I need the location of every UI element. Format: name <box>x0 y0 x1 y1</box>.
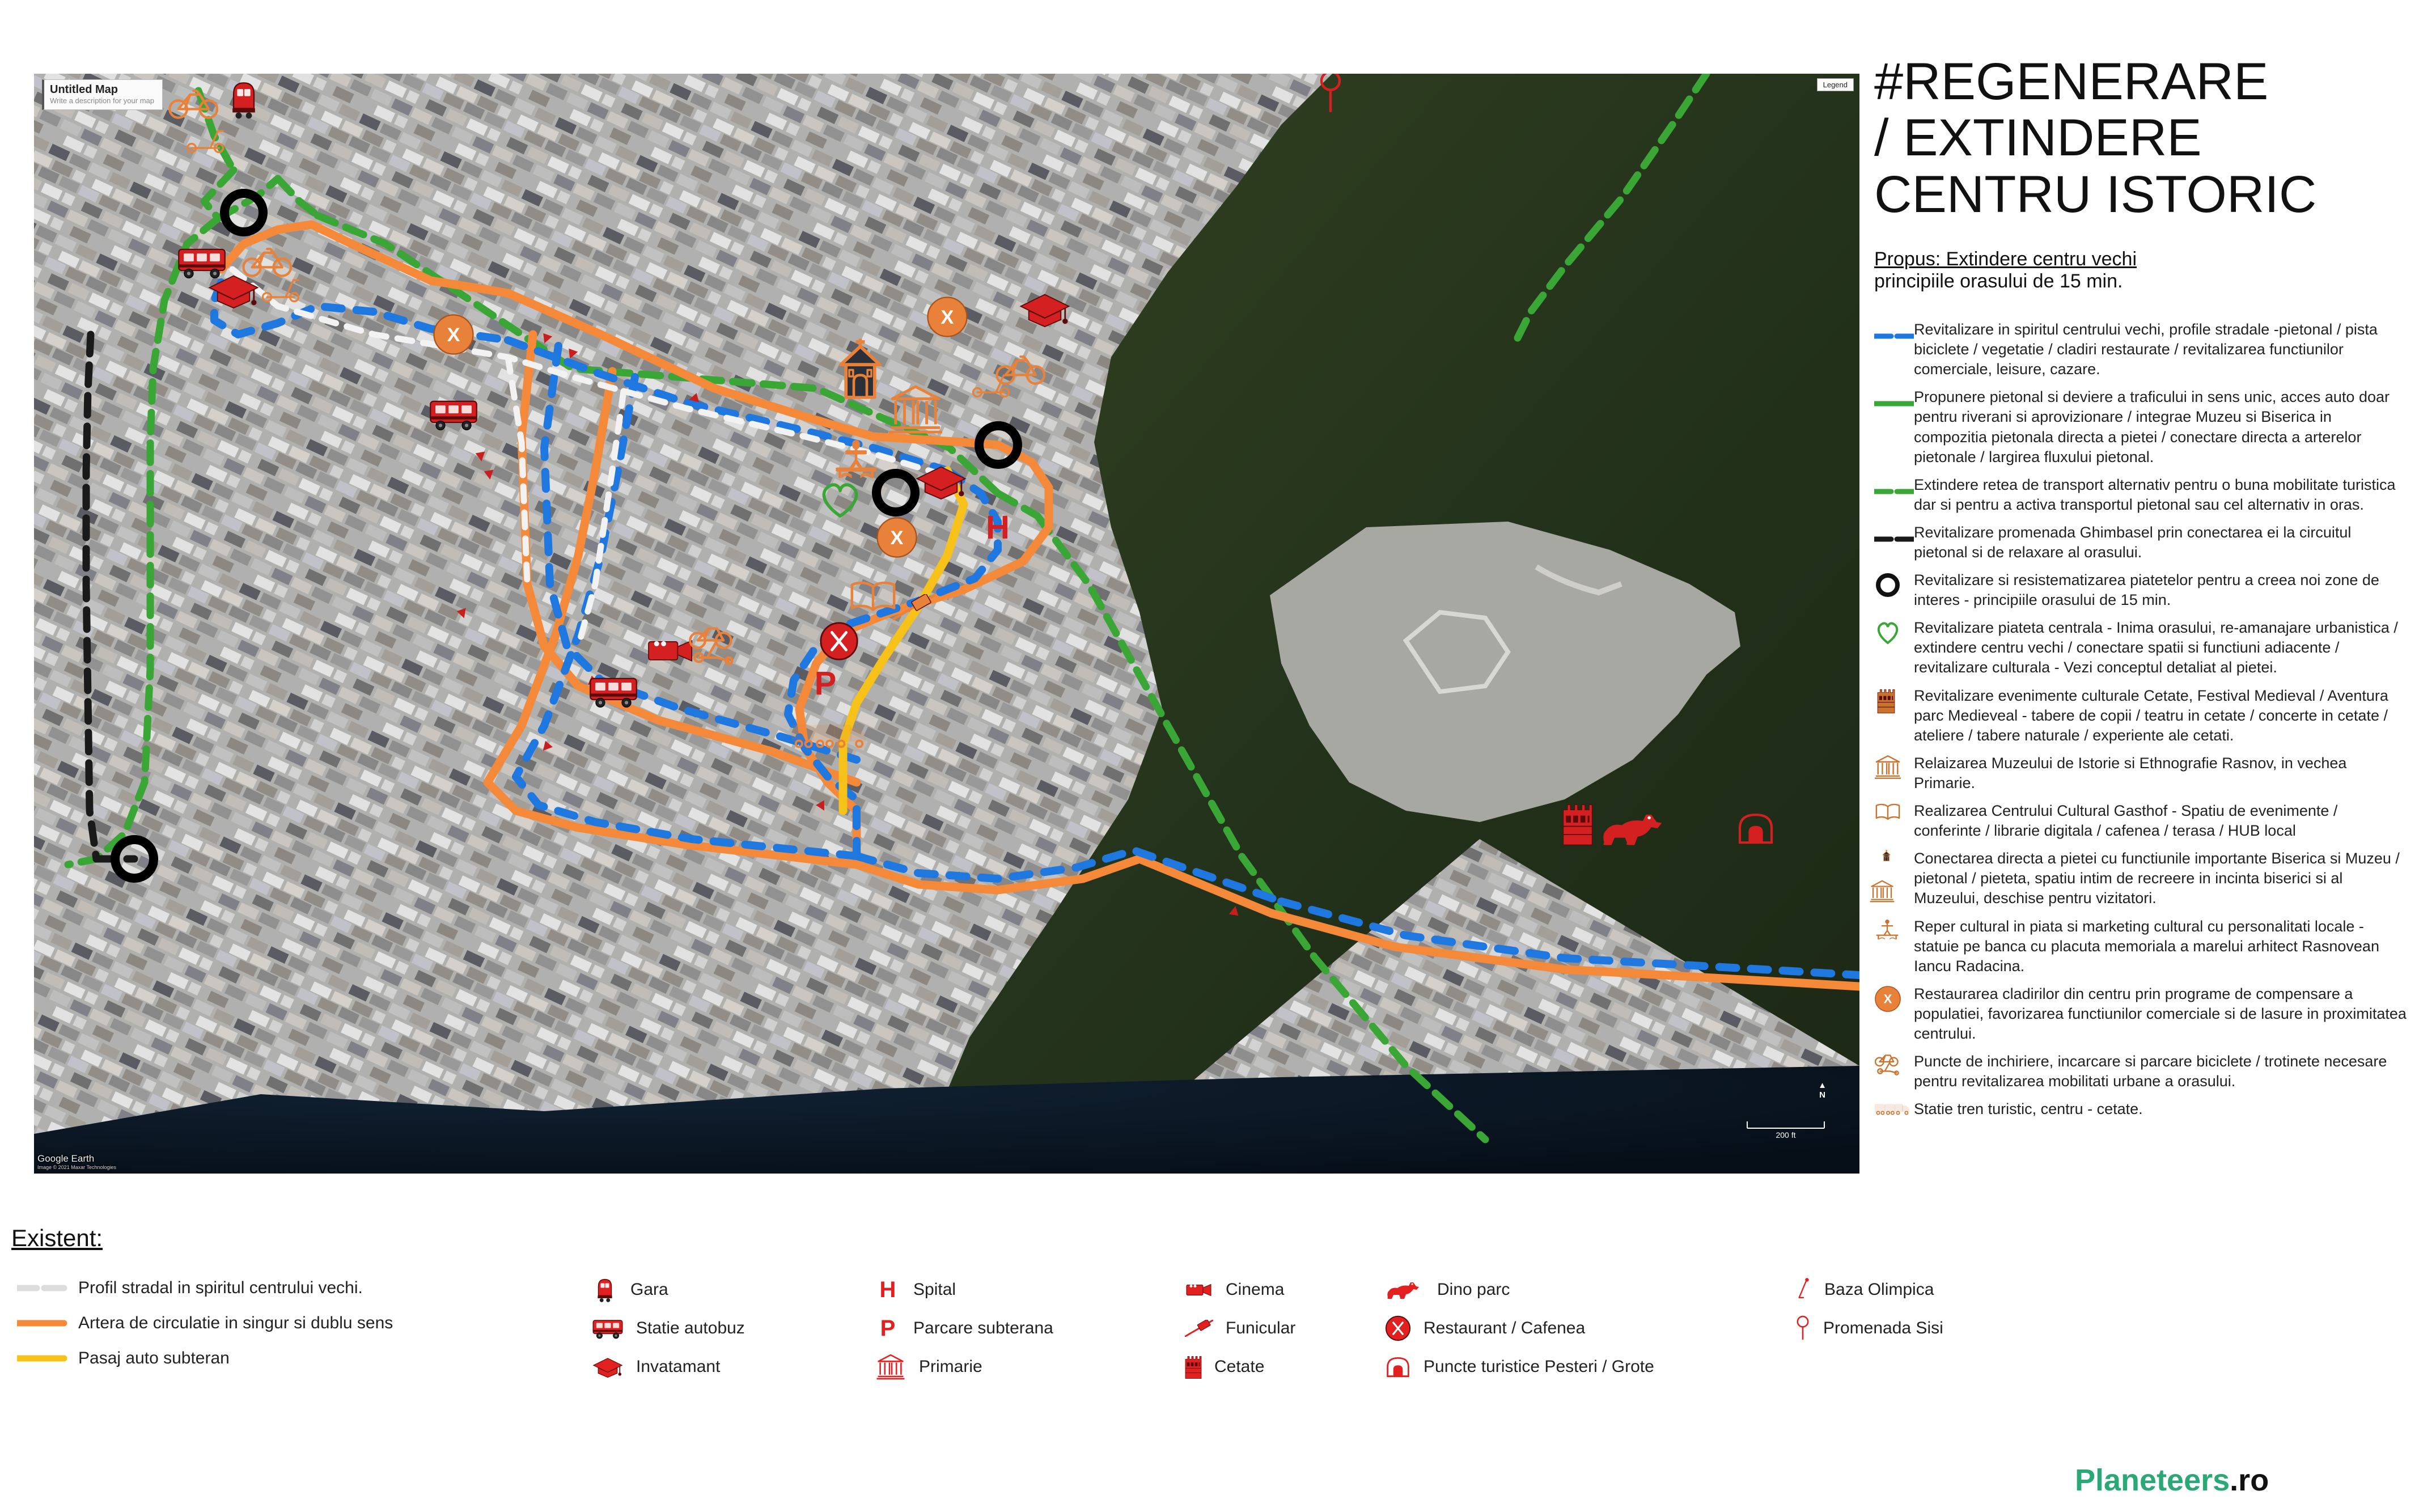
svg-text:P: P <box>815 665 837 702</box>
svg-text:H: H <box>986 509 1010 546</box>
